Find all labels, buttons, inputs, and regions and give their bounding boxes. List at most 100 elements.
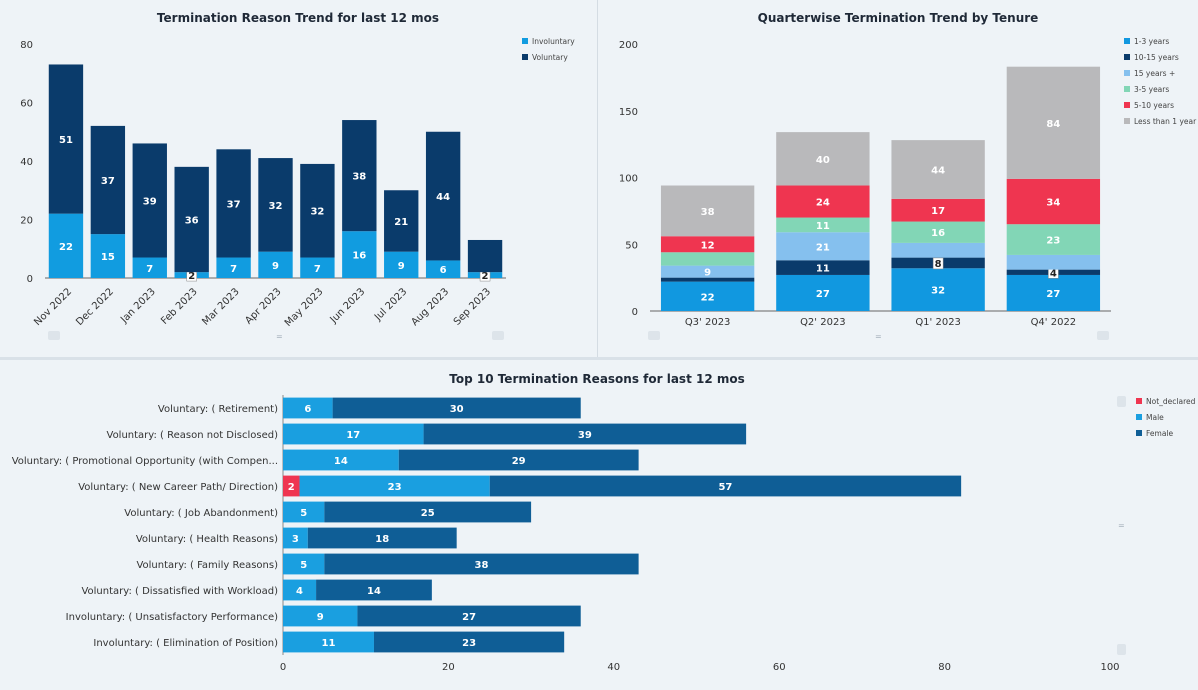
scroll-up-handle[interactable] [1117, 396, 1126, 407]
data-label: 5 [300, 508, 307, 519]
legend-label-voluntary: Voluntary [532, 53, 568, 62]
y-tick-label: Voluntary: ( Promotional Opportunity (wi… [12, 456, 278, 467]
y-tick-label: 20 [20, 216, 33, 227]
data-label: 17 [346, 430, 360, 441]
data-label: 14 [367, 586, 381, 597]
bar-female-row-7 [316, 579, 432, 601]
legend-label-1-3-years: 1-3 years [1134, 37, 1169, 46]
y-tick-label: 80 [20, 40, 33, 51]
scroll-grip-icon[interactable]: = [276, 332, 283, 341]
data-label: 11 [816, 221, 830, 232]
data-label: 44 [931, 165, 945, 176]
x-tick-label: 0 [280, 662, 286, 673]
bar-involuntary-aug-2023 [425, 260, 461, 278]
data-label: 32 [310, 207, 324, 218]
data-label: 36 [185, 216, 199, 227]
data-label: 34 [1046, 198, 1060, 209]
data-label: 14 [334, 456, 348, 467]
data-label: 38 [475, 560, 489, 571]
bar-less-than-1-year-q1-2023 [891, 140, 985, 199]
x-tick-label: Jul 2023 [372, 286, 409, 323]
bar-male-row-3 [299, 475, 490, 497]
scroll-grip-icon[interactable]: = [1118, 521, 1125, 530]
data-label: 39 [143, 196, 157, 207]
data-label: 27 [462, 612, 476, 623]
data-label: 37 [101, 176, 115, 187]
bar-male-row-0 [283, 397, 333, 419]
data-label: 11 [322, 638, 336, 649]
y-tick-label: Involuntary: ( Elimination of Position) [93, 638, 278, 649]
bar-female-row-1 [423, 423, 747, 445]
scroll-left-handle[interactable] [48, 331, 60, 340]
bar-10-15-years-q2-2023 [776, 260, 870, 275]
data-label: 9 [704, 268, 711, 279]
data-label: 44 [436, 192, 450, 203]
bar-voluntary-apr-2023 [258, 158, 293, 252]
bar-5-10-years-q4-2022 [1006, 178, 1101, 225]
panel-divider [597, 0, 598, 357]
legend-label-less-than-1-year: Less than 1 year [1134, 117, 1197, 126]
bar-voluntary-nov-2022 [48, 64, 84, 214]
bar-3-5-years-q2-2023 [776, 217, 870, 233]
data-label: 16 [352, 251, 366, 262]
bar-voluntary-jul-2023 [384, 190, 419, 252]
bar-female-row-0 [332, 397, 581, 419]
data-label: 6 [304, 404, 311, 415]
y-tick-label: 150 [619, 107, 638, 118]
x-tick-label: Dec 2022 [74, 286, 116, 328]
legend-label-not-declared: Not_declared [1146, 397, 1196, 406]
legend-swatch-3-5-years [1124, 86, 1130, 92]
top-reasons-chart: Top 10 Termination Reasons for last 12 m… [12, 372, 1196, 673]
bar-voluntary-sep-2023 [467, 239, 503, 273]
data-label: 4 [1050, 268, 1057, 279]
data-label: 30 [450, 404, 464, 415]
data-label: 57 [718, 482, 732, 493]
legend-label-female: Female [1146, 429, 1174, 438]
y-tick-label: Voluntary: ( Dissatisfied with Workload) [81, 586, 278, 597]
data-label: 7 [230, 264, 237, 275]
bar-involuntary-may-2023 [300, 257, 335, 278]
bar-involuntary-jan-2023 [132, 257, 167, 278]
y-tick-label: Voluntary: ( Family Reasons) [136, 560, 278, 571]
y-tick-label: 100 [619, 174, 638, 185]
data-label: 39 [578, 430, 592, 441]
bar-less-than-1-year-q2-2023 [776, 132, 870, 186]
data-label: 24 [816, 198, 830, 209]
scroll-right-handle[interactable] [492, 331, 504, 340]
data-label: 5 [300, 560, 307, 571]
scroll-left-handle[interactable] [648, 331, 660, 340]
scroll-down-handle[interactable] [1117, 644, 1126, 655]
bar-male-row-7 [283, 579, 317, 601]
y-tick-label: 60 [20, 99, 33, 110]
x-tick-label: Nov 2022 [32, 286, 74, 328]
legend-swatch-1-3-years [1124, 38, 1130, 44]
legend-label-male: Male [1146, 413, 1164, 422]
y-tick-label: Involuntary: ( Unsatisfactory Performanc… [66, 612, 278, 623]
bar-voluntary-may-2023 [300, 163, 335, 258]
panel-divider [0, 357, 1198, 360]
scroll-grip-icon[interactable]: = [875, 332, 882, 341]
bar-male-row-6 [283, 553, 325, 575]
bar-voluntary-mar-2023 [216, 149, 251, 258]
top-reasons-panel: Top 10 Termination Reasons for last 12 m… [0, 360, 1198, 690]
scroll-right-handle[interactable] [1097, 331, 1109, 340]
data-label: 17 [931, 206, 945, 217]
data-label: 18 [375, 534, 389, 545]
bar-voluntary-aug-2023 [425, 131, 461, 261]
legend-swatch-male [1136, 414, 1142, 420]
data-label: 27 [816, 289, 830, 300]
tenure-trend-title: Quarterwise Termination Trend by Tenure [758, 11, 1039, 25]
y-tick-label: 200 [619, 40, 638, 51]
bar-10-15-years-q3-2023 [660, 277, 755, 282]
data-label: 2 [288, 482, 295, 493]
bar-1-3-years-q1-2023 [891, 268, 985, 311]
legend-label-10-15-years: 10-15 years [1134, 53, 1179, 62]
x-tick-label: Aug 2023 [409, 286, 451, 328]
bar-less-than-1-year-q4-2022 [1006, 66, 1101, 179]
bar-female-row-6 [324, 553, 639, 575]
x-tick-label: Apr 2023 [243, 286, 283, 326]
bar-involuntary-jul-2023 [384, 251, 419, 278]
x-tick-label: Jun 2023 [328, 286, 368, 326]
data-label: 15 [101, 252, 115, 263]
bar-female-row-5 [307, 527, 457, 549]
